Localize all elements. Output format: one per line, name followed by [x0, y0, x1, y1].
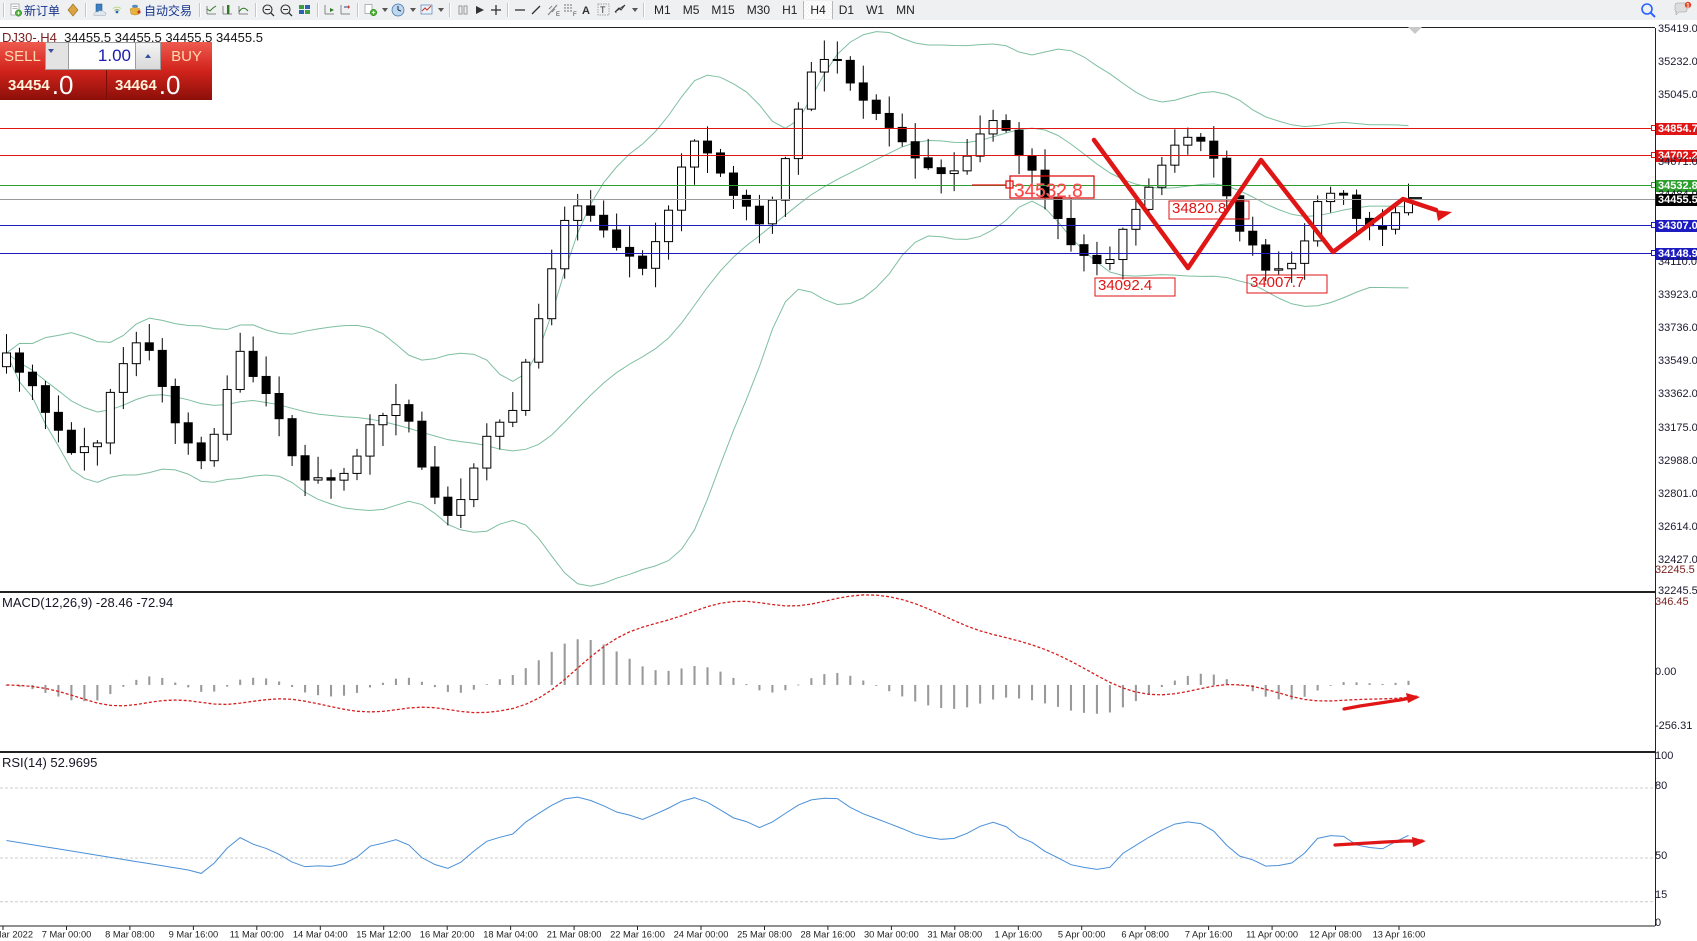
- svg-text:T: T: [600, 5, 606, 15]
- svg-text:13 Apr 16:00: 13 Apr 16:00: [1373, 930, 1426, 940]
- svg-text:12 Apr 08:00: 12 Apr 08:00: [1309, 930, 1362, 940]
- svg-text:1 Apr 16:00: 1 Apr 16:00: [995, 930, 1043, 940]
- svg-text:24 Mar 00:00: 24 Mar 00:00: [674, 930, 729, 940]
- svg-text:9 Mar 16:00: 9 Mar 16:00: [169, 930, 219, 940]
- svg-text:E: E: [556, 12, 560, 18]
- svg-text:30 Mar 00:00: 30 Mar 00:00: [864, 930, 919, 940]
- svg-text:14 Mar 04:00: 14 Mar 04:00: [293, 930, 348, 940]
- svg-text:7 Mar 00:00: 7 Mar 00:00: [42, 930, 92, 940]
- svg-text:18 Mar 04:00: 18 Mar 04:00: [483, 930, 538, 940]
- svg-text:6 Apr 08:00: 6 Apr 08:00: [1121, 930, 1169, 940]
- svg-text:8 Mar 08:00: 8 Mar 08:00: [105, 930, 155, 940]
- svg-text:F: F: [573, 12, 577, 18]
- svg-text:25 Mar 08:00: 25 Mar 08:00: [737, 930, 792, 940]
- svg-text:11 Mar 00:00: 11 Mar 00:00: [230, 930, 284, 940]
- svg-text:16 Mar 20:00: 16 Mar 20:00: [420, 930, 475, 940]
- svg-text:22 Mar 16:00: 22 Mar 16:00: [610, 930, 665, 940]
- svg-text:31 Mar 08:00: 31 Mar 08:00: [927, 930, 982, 940]
- svg-text:A: A: [582, 5, 590, 17]
- svg-text:7 Apr 16:00: 7 Apr 16:00: [1185, 930, 1233, 940]
- svg-text:5 Apr 00:00: 5 Apr 00:00: [1058, 930, 1106, 940]
- svg-text:28 Mar 16:00: 28 Mar 16:00: [801, 930, 856, 940]
- svg-text:15 Mar 12:00: 15 Mar 12:00: [356, 930, 411, 940]
- svg-text:21 Mar 08:00: 21 Mar 08:00: [547, 930, 602, 940]
- svg-text:Mar 2022: Mar 2022: [0, 930, 33, 940]
- svg-text:11 Apr 00:00: 11 Apr 00:00: [1246, 930, 1298, 940]
